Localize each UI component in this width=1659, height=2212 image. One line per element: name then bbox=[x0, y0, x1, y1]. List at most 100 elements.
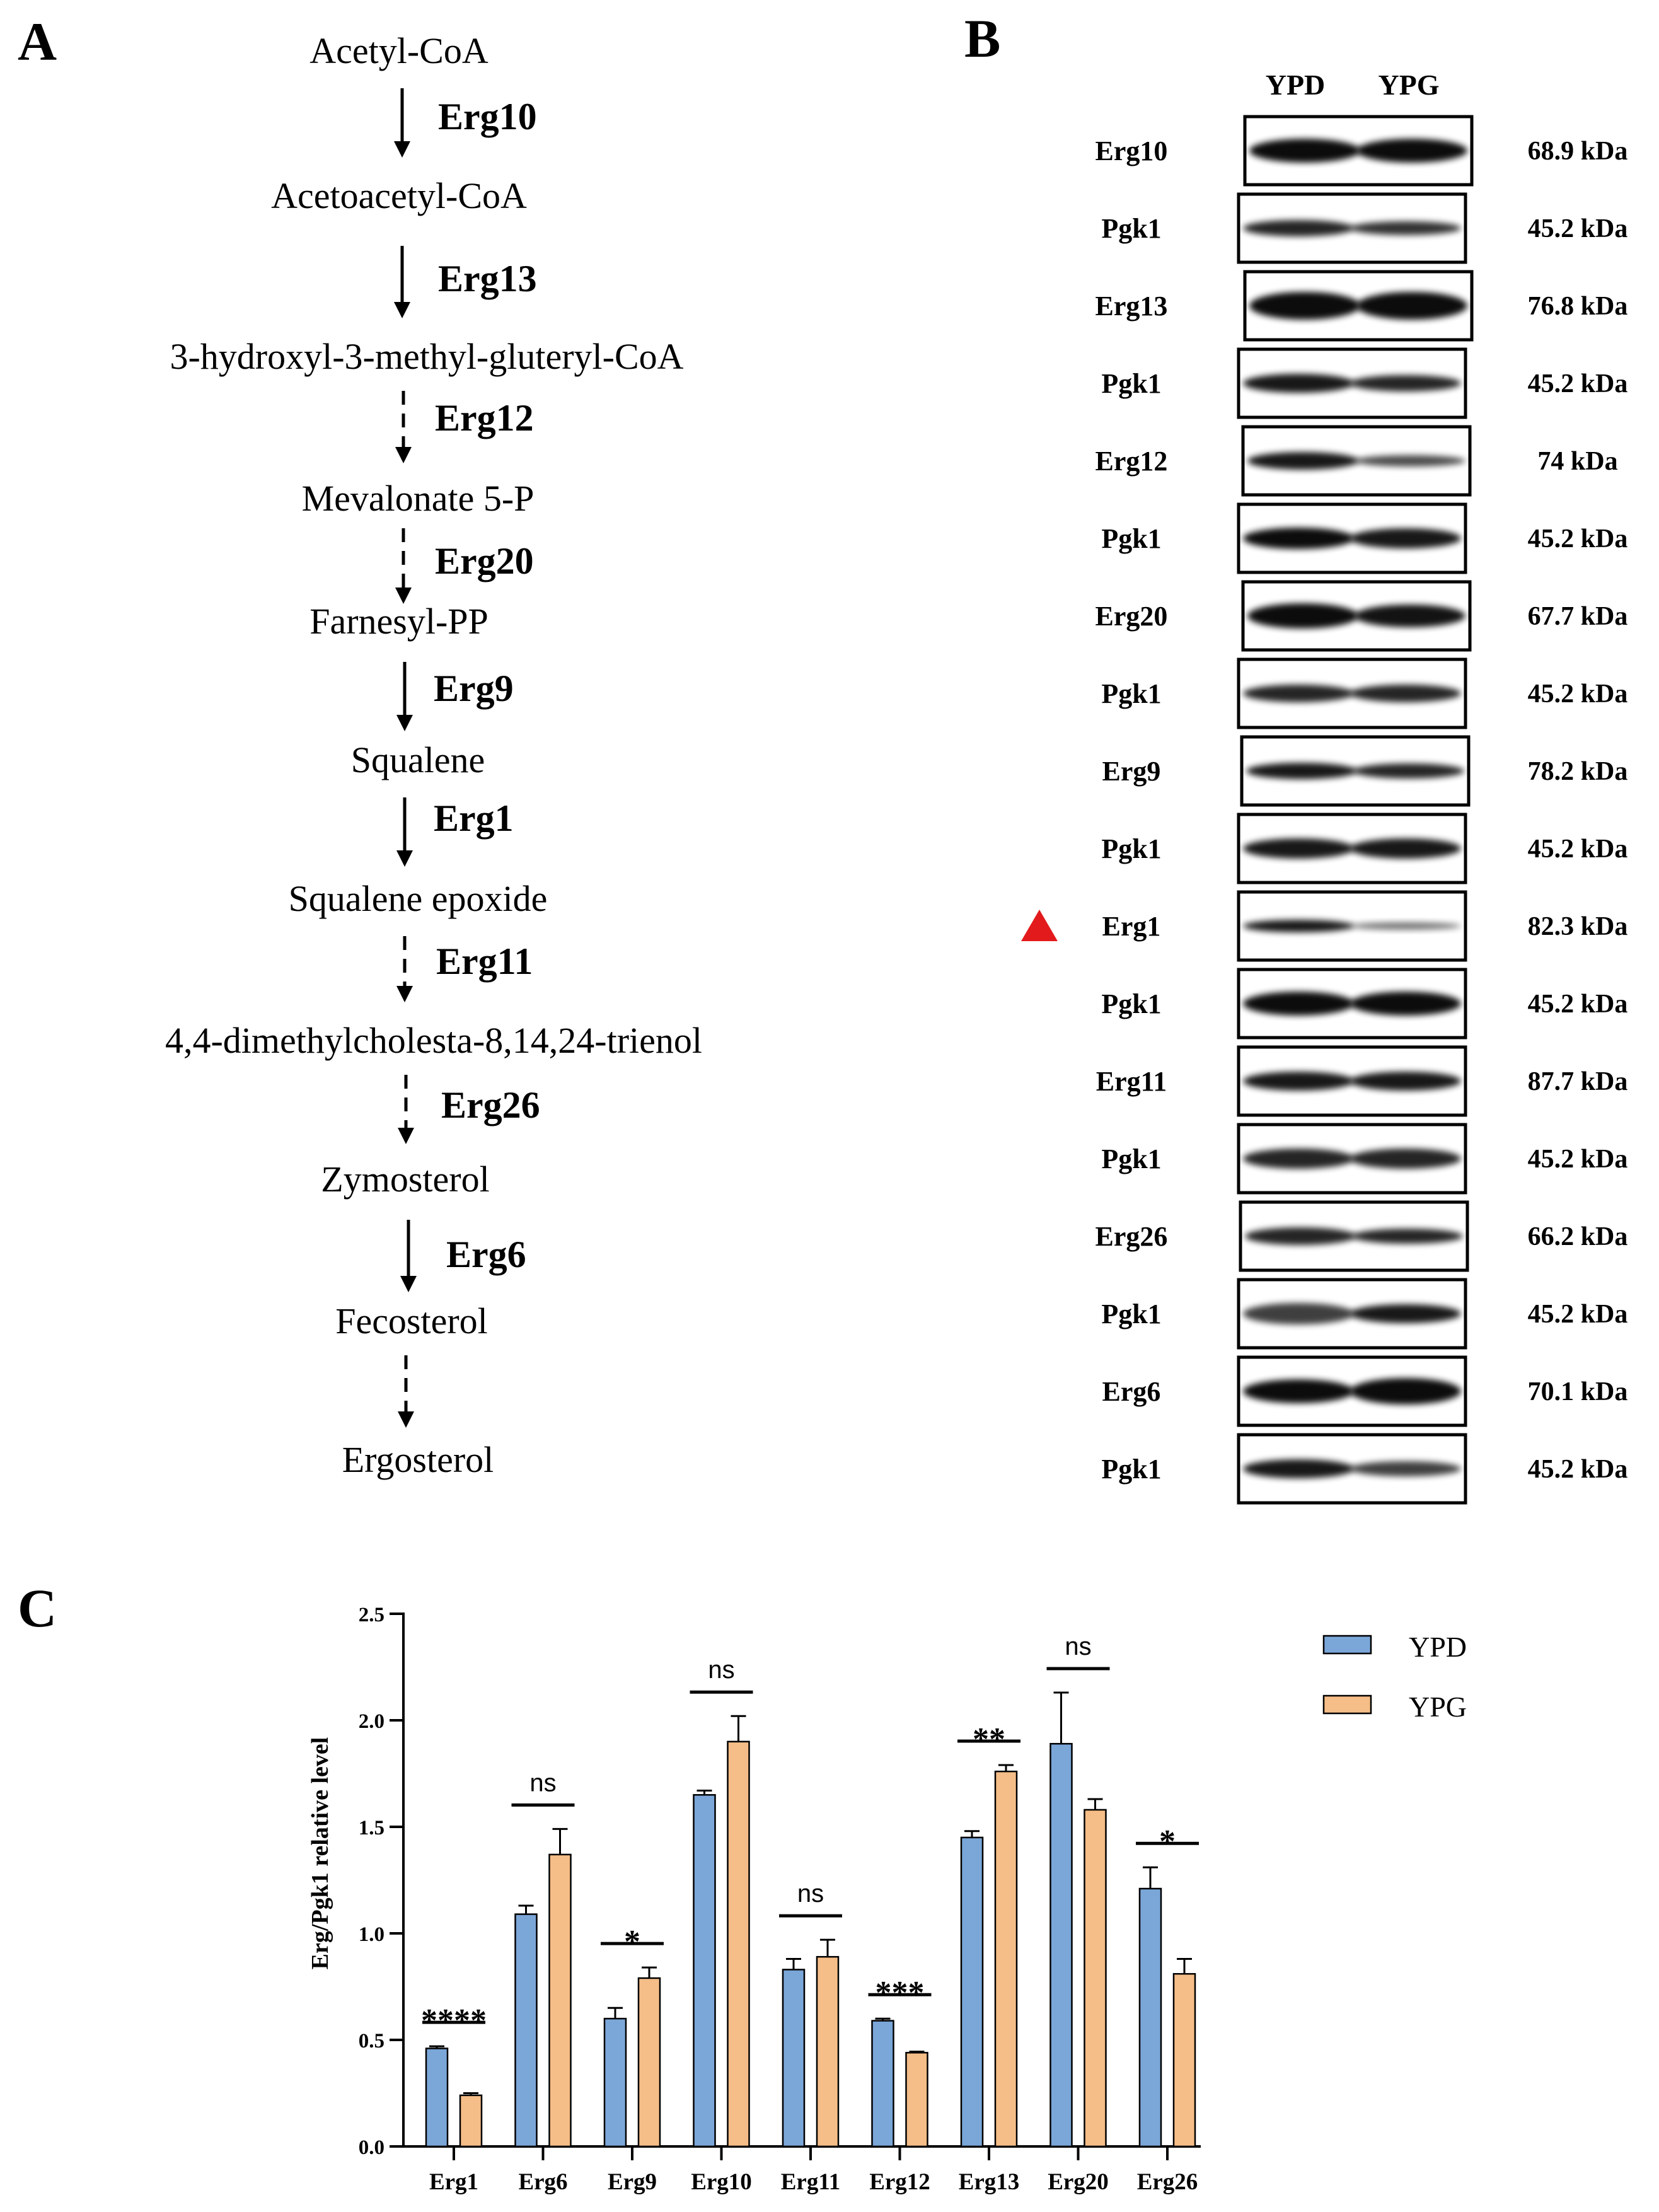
band-ypg bbox=[1350, 1304, 1461, 1323]
lane-header-ypd: YPD bbox=[1266, 69, 1326, 101]
band-ypd bbox=[1247, 452, 1358, 470]
band-ypd bbox=[1243, 1379, 1354, 1403]
x-category-label: Erg9 bbox=[608, 2169, 657, 2195]
significance-label: ns bbox=[708, 1656, 734, 1684]
panel-c-letter: C bbox=[18, 1578, 57, 1638]
arrow-head-icon bbox=[394, 302, 410, 318]
metabolite-label: Acetyl-CoA bbox=[309, 30, 488, 71]
enzyme-label: Erg20 bbox=[435, 540, 534, 582]
blot-kda-label: 45.2 kDa bbox=[1528, 835, 1628, 864]
band-ypd bbox=[1245, 1227, 1356, 1245]
blot-row-label: Pgk1 bbox=[1101, 368, 1161, 399]
lane-header-ypg: YPG bbox=[1378, 69, 1439, 101]
metabolite-label: Squalene bbox=[351, 739, 485, 780]
metabolite-label: Fecosterol bbox=[335, 1300, 488, 1341]
bar-ypg bbox=[727, 1740, 750, 2148]
bar-ypd bbox=[425, 2047, 449, 2148]
blot-kda-label: 78.2 kDa bbox=[1528, 757, 1628, 786]
y-tick-label: 0.0 bbox=[359, 2136, 384, 2159]
band-ypd bbox=[1243, 374, 1354, 393]
y-tick-label: 1.0 bbox=[359, 1923, 384, 1946]
x-category-label: Erg26 bbox=[1137, 2169, 1198, 2195]
metabolite-label: 4,4-dimethylcholesta-8,14,24-trienol bbox=[165, 1020, 702, 1061]
enzyme-label: Erg11 bbox=[436, 941, 533, 982]
enzyme-label: Erg1 bbox=[434, 797, 514, 839]
metabolite-label: Mevalonate 5-P bbox=[302, 478, 535, 519]
significance-label: ns bbox=[797, 1880, 824, 1908]
x-category-label: Erg12 bbox=[869, 2169, 930, 2195]
bar-ypg bbox=[548, 1853, 572, 2148]
arrow-head-icon bbox=[395, 588, 412, 604]
x-category-label: Erg10 bbox=[691, 2169, 752, 2195]
arrow-head-icon bbox=[396, 986, 413, 1002]
x-category-label: Erg20 bbox=[1048, 2169, 1109, 2195]
band-ypd bbox=[1243, 992, 1354, 1016]
blot-row-label: Pgk1 bbox=[1101, 523, 1161, 554]
arrow-head-icon bbox=[396, 850, 413, 867]
panel-b-letter: B bbox=[964, 8, 1000, 69]
blot-kda-label: 82.3 kDa bbox=[1528, 912, 1628, 941]
x-category-label: Erg1 bbox=[429, 2169, 478, 2195]
metabolite-label: Farnesyl-PP bbox=[309, 601, 488, 642]
blot-kda-label: 45.2 kDa bbox=[1528, 214, 1628, 243]
legend-label: YPD bbox=[1409, 1631, 1467, 1663]
blot-kda-label: 45.2 kDa bbox=[1528, 680, 1628, 709]
bar-ypd bbox=[960, 1836, 984, 2148]
band-ypd bbox=[1243, 220, 1354, 236]
blot-row-label: Pgk1 bbox=[1101, 1144, 1161, 1174]
enzyme-label: Erg9 bbox=[434, 668, 514, 709]
enzyme-label: Erg26 bbox=[441, 1084, 540, 1126]
significance-label: **** bbox=[421, 2003, 487, 2039]
band-ypd bbox=[1247, 603, 1358, 628]
metabolite-label: 3-hydroxyl-3-methyl-gluteryl-CoA bbox=[170, 336, 683, 377]
blot-kda-label: 67.7 kDa bbox=[1528, 602, 1628, 631]
band-ypg bbox=[1350, 528, 1461, 548]
band-ypg bbox=[1353, 763, 1464, 779]
arrow-head-icon bbox=[394, 141, 410, 158]
band-ypg bbox=[1352, 1229, 1463, 1244]
x-category-label: Erg11 bbox=[781, 2169, 841, 2195]
y-axis-label: Erg/Pgk1 relative level bbox=[307, 1737, 333, 1970]
significance-label: *** bbox=[876, 1975, 925, 2011]
bar-ypd bbox=[693, 1794, 716, 2148]
y-tick-label: 2.0 bbox=[359, 1710, 384, 1733]
legend-label: YPG bbox=[1409, 1691, 1467, 1723]
arrow-head-icon bbox=[395, 447, 412, 463]
bar-ypg bbox=[816, 1955, 840, 2148]
bar-ypd bbox=[1049, 1742, 1073, 2148]
blot-row-label: Erg1 bbox=[1102, 911, 1161, 942]
band-ypd bbox=[1243, 838, 1354, 859]
metabolite-label: Ergosterol bbox=[342, 1439, 494, 1480]
band-ypg bbox=[1350, 1149, 1461, 1169]
blot-kda-label: 45.2 kDa bbox=[1528, 1455, 1628, 1484]
band-ypd bbox=[1243, 1149, 1354, 1169]
blot-row-label: Pgk1 bbox=[1101, 1299, 1161, 1329]
blot-kda-label: 74 kDa bbox=[1537, 447, 1617, 476]
blot-row-label: Erg9 bbox=[1102, 756, 1161, 787]
band-ypd bbox=[1243, 1459, 1354, 1478]
significance-label: * bbox=[624, 1924, 640, 1960]
blot-row-label: Pgk1 bbox=[1101, 678, 1161, 709]
bar-ypg bbox=[1084, 1809, 1107, 2148]
significance-label: ns bbox=[529, 1769, 556, 1797]
red-triangle-marker-icon bbox=[1021, 910, 1058, 941]
blot-kda-label: 70.1 kDa bbox=[1528, 1377, 1628, 1406]
band-ypd bbox=[1243, 1303, 1354, 1324]
blot-row-label: Erg11 bbox=[1096, 1066, 1167, 1097]
band-ypg bbox=[1350, 1072, 1461, 1091]
blot-kda-label: 66.2 kDa bbox=[1528, 1222, 1628, 1251]
bar-ypg bbox=[1172, 1972, 1196, 2148]
panel-a-letter: A bbox=[18, 11, 57, 72]
metabolite-label: Squalene epoxide bbox=[289, 878, 548, 919]
bar-ypd bbox=[514, 1913, 538, 2148]
blot-row-label: Pgk1 bbox=[1101, 833, 1161, 864]
bar-ypg bbox=[994, 1770, 1018, 2148]
significance-label: * bbox=[1159, 1824, 1176, 1860]
blot-row-label: Pgk1 bbox=[1101, 1454, 1161, 1485]
blot-kda-label: 45.2 kDa bbox=[1528, 369, 1628, 398]
band-ypd bbox=[1243, 920, 1354, 932]
y-tick-label: 1.5 bbox=[359, 1817, 384, 1839]
blot-row-label: Erg12 bbox=[1095, 446, 1168, 477]
